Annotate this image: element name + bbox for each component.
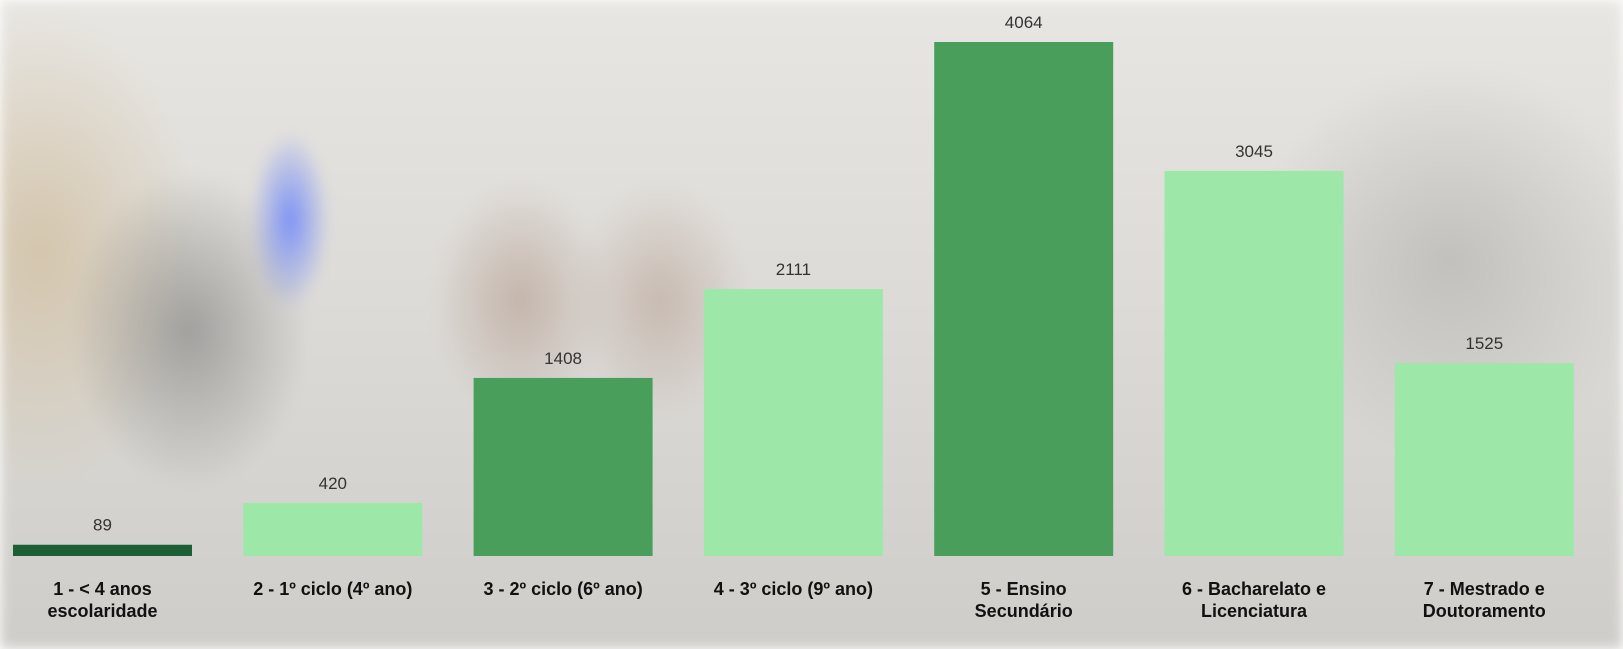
x-tick-label: 1 - < 4 anos escolaridade [0,578,218,622]
value-label: 420 [319,474,347,493]
value-label: 3045 [1235,142,1273,161]
x-tick-label: 4 - 3º ciclo (9º ano) [678,578,908,600]
x-tick-label: 5 - Ensino Secundário [909,578,1139,622]
bar [13,545,192,556]
x-tick-label: 7 - Mestrado e Doutoramento [1369,578,1599,622]
value-label: 89 [93,516,112,535]
bar [243,503,422,556]
x-tick-label: 2 - 1º ciclo (4º ano) [218,578,448,600]
value-label: 1408 [544,349,582,368]
bar [704,289,883,556]
page: 8942014082111406430451525 (() => { const… [0,0,1623,649]
value-label: 4064 [1005,13,1043,32]
value-label: 2111 [776,260,811,279]
bar [474,378,653,556]
bar [1395,363,1574,556]
bar [1165,171,1344,556]
chart: 89 420 1408 2111 4064 3045 1525 [0,0,1623,649]
value-label: 1525 [1465,334,1503,353]
x-tick-label: 6 - Bacharelato e Licenciatura [1139,578,1369,622]
bar [934,42,1113,556]
x-tick-label: 3 - 2º ciclo (6º ano) [448,578,678,600]
